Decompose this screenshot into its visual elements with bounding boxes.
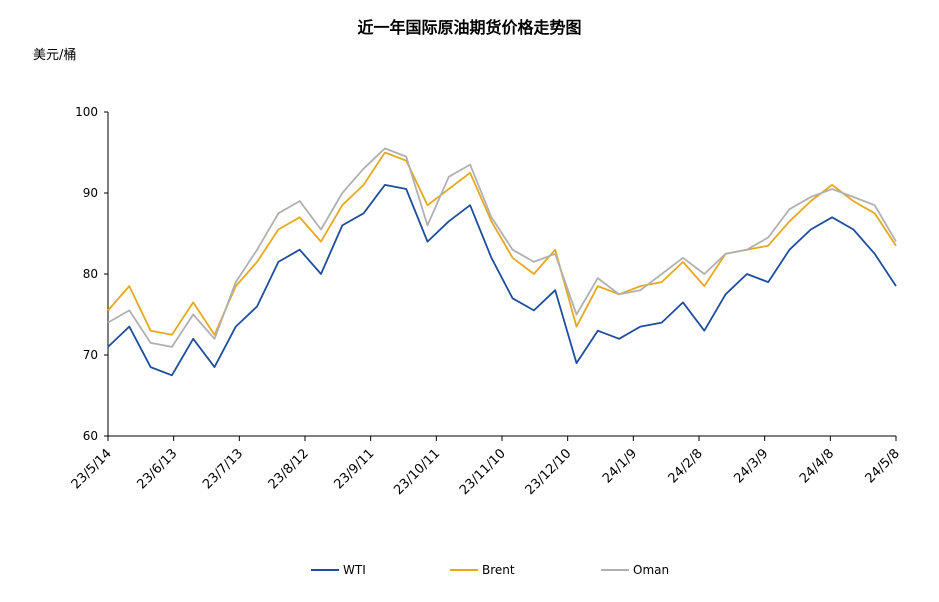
y-axis-unit-label: 美元/桶 bbox=[33, 48, 77, 63]
chart-axes: 60 70 80 90 100 23/5/14 23/6/13 23/7/13 23/8/12 2… bbox=[69, 105, 903, 498]
legend-label-oman: Oman bbox=[633, 563, 670, 577]
x-tick-label: 24/4/8 bbox=[797, 446, 837, 486]
x-tick-label: 23/9/11 bbox=[331, 446, 377, 492]
x-tick-label: 23/10/11 bbox=[391, 446, 443, 498]
y-tick-label: 80 bbox=[83, 267, 98, 281]
series-lines bbox=[107, 147, 897, 377]
legend-swatch-oman bbox=[601, 569, 629, 571]
x-tick-label: 24/1/9 bbox=[600, 446, 640, 486]
series-line-wti bbox=[107, 183, 897, 377]
x-tick-label: 23/8/12 bbox=[266, 446, 312, 492]
x-tick-label: 24/3/9 bbox=[731, 446, 771, 486]
x-tick-label: 24/2/8 bbox=[666, 446, 706, 486]
legend-item-wti: WTI bbox=[311, 563, 366, 577]
chart-title: 近一年国际原油期货价格走势图 bbox=[357, 18, 582, 37]
x-tick-label: 24/5/8 bbox=[863, 446, 903, 486]
legend-label-wti: WTI bbox=[343, 563, 366, 577]
x-tick-label: 23/7/13 bbox=[200, 446, 246, 492]
series-line-oman bbox=[107, 147, 897, 348]
x-tick-label: 23/6/13 bbox=[134, 446, 180, 492]
legend-item-brent: Brent bbox=[450, 563, 515, 577]
y-tick-label: 60 bbox=[83, 429, 98, 443]
legend-item-oman: Oman bbox=[601, 563, 669, 577]
y-tick-label: 90 bbox=[83, 186, 98, 200]
legend-label-brent: Brent bbox=[482, 563, 515, 577]
x-tick-label: 23/11/10 bbox=[457, 446, 509, 498]
series-line-brent bbox=[107, 151, 897, 336]
x-tick-label: 23/12/10 bbox=[523, 446, 575, 498]
legend-swatch-brent bbox=[450, 569, 478, 571]
y-tick-label: 70 bbox=[83, 348, 98, 362]
x-tick-label: 23/5/14 bbox=[69, 446, 115, 492]
legend-swatch-wti bbox=[311, 569, 339, 571]
y-tick-label: 100 bbox=[75, 105, 98, 119]
